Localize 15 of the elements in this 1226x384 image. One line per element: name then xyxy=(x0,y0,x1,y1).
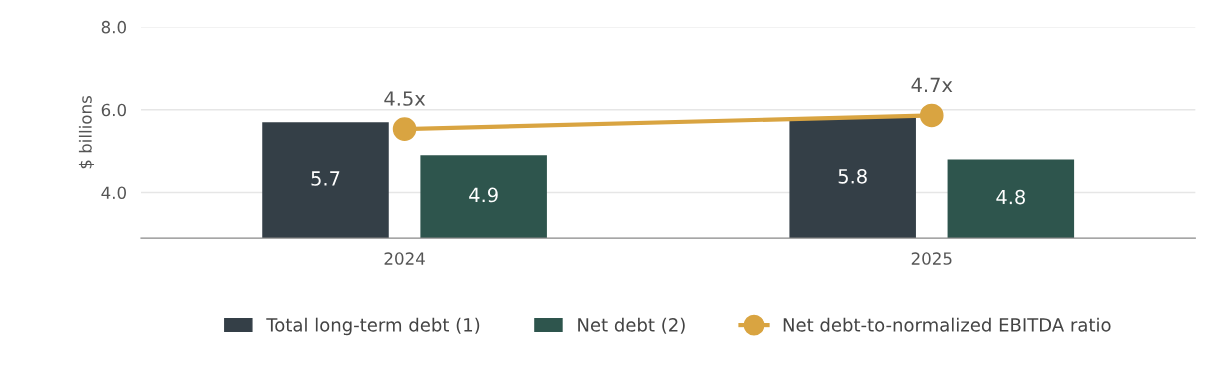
legend-label: Total long-term debt (1) xyxy=(266,317,480,336)
x-tick-label: 2024 xyxy=(384,252,425,265)
data-label: 5.8 xyxy=(838,168,867,184)
y-tick-label: 8.0 xyxy=(101,20,126,34)
y-tick-label: 4.0 xyxy=(101,186,126,200)
data-label: 5.7 xyxy=(311,171,340,186)
data-label: 4.8 xyxy=(996,189,1025,205)
y-axis-title: $ billions xyxy=(78,96,95,169)
data-label: 4.5x xyxy=(384,91,426,106)
data-label: 4.9 xyxy=(469,187,498,203)
x-tick-label: 2025 xyxy=(911,252,952,265)
data-label: 4.7x xyxy=(911,77,953,92)
legend-label: Net debt (2) xyxy=(578,317,685,334)
y-tick-label: 6.0 xyxy=(101,103,126,117)
legend-label: Net debt-to-normalized EBITDA ratio xyxy=(783,317,1111,332)
